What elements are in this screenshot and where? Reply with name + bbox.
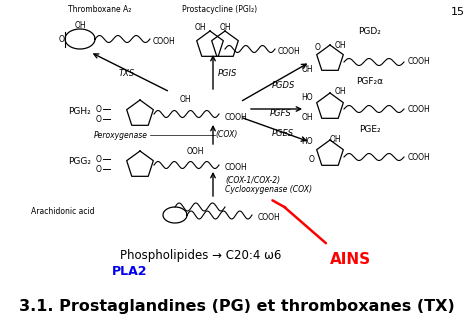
Text: COOH: COOH bbox=[408, 57, 431, 67]
Text: PGES: PGES bbox=[272, 130, 294, 139]
Text: O: O bbox=[96, 114, 102, 124]
Polygon shape bbox=[317, 140, 343, 165]
Text: HO: HO bbox=[301, 93, 313, 101]
Polygon shape bbox=[197, 31, 223, 56]
Polygon shape bbox=[127, 100, 153, 125]
Text: OH: OH bbox=[334, 41, 346, 49]
Text: OH: OH bbox=[179, 94, 191, 103]
Text: PGDS: PGDS bbox=[272, 81, 295, 89]
Polygon shape bbox=[317, 45, 343, 70]
Text: (COX): (COX) bbox=[215, 131, 237, 139]
Polygon shape bbox=[212, 31, 238, 56]
Text: PGG₂: PGG₂ bbox=[68, 158, 91, 166]
Text: Thromboxane A₂: Thromboxane A₂ bbox=[68, 5, 132, 15]
Text: Peroxygenase: Peroxygenase bbox=[94, 131, 148, 139]
Text: OOH: OOH bbox=[186, 147, 204, 157]
Text: PGH₂: PGH₂ bbox=[68, 107, 91, 117]
Text: COOH: COOH bbox=[153, 36, 176, 46]
Text: Prostacycline (PGI₂): Prostacycline (PGI₂) bbox=[182, 5, 257, 15]
Text: OH: OH bbox=[329, 134, 341, 144]
Text: OH: OH bbox=[301, 64, 313, 74]
Text: Cyclooxygenase (COX): Cyclooxygenase (COX) bbox=[225, 184, 312, 193]
Text: PGD₂: PGD₂ bbox=[358, 28, 382, 36]
Text: O: O bbox=[96, 165, 102, 173]
Text: TXS: TXS bbox=[119, 69, 135, 79]
Text: PGIS: PGIS bbox=[218, 69, 237, 79]
Text: COOH: COOH bbox=[408, 152, 431, 161]
Text: OH: OH bbox=[334, 87, 346, 96]
Text: PGFS: PGFS bbox=[270, 108, 292, 118]
Text: COOH: COOH bbox=[278, 47, 301, 55]
Text: (COX-1/COX-2): (COX-1/COX-2) bbox=[225, 176, 280, 184]
Text: AINS: AINS bbox=[330, 252, 371, 267]
Text: OH: OH bbox=[219, 23, 231, 31]
Text: COOH: COOH bbox=[225, 163, 248, 171]
Text: Phospholipides → C20:4 ω6: Phospholipides → C20:4 ω6 bbox=[120, 249, 282, 262]
Text: O: O bbox=[315, 42, 321, 51]
Text: COOH: COOH bbox=[225, 113, 248, 121]
Text: OH: OH bbox=[74, 21, 86, 29]
Text: O: O bbox=[309, 154, 315, 164]
Text: OH: OH bbox=[301, 113, 313, 121]
Text: COOH: COOH bbox=[408, 105, 431, 113]
Text: COOH: COOH bbox=[258, 212, 281, 222]
Text: OH: OH bbox=[194, 23, 206, 31]
Text: 3.1. Prostaglandines (PG) et thromboxanes (TX): 3.1. Prostaglandines (PG) et thromboxane… bbox=[19, 299, 455, 314]
Text: Arachidonic acid: Arachidonic acid bbox=[31, 208, 95, 217]
Text: O: O bbox=[96, 105, 102, 113]
Text: PGE₂: PGE₂ bbox=[359, 125, 381, 133]
Text: 15: 15 bbox=[451, 7, 465, 17]
Text: O: O bbox=[96, 154, 102, 164]
Polygon shape bbox=[127, 151, 153, 176]
Text: PLA2: PLA2 bbox=[112, 265, 148, 278]
Text: PGF₂α: PGF₂α bbox=[356, 77, 383, 87]
Polygon shape bbox=[317, 93, 343, 118]
Text: HO: HO bbox=[301, 138, 313, 146]
Text: O: O bbox=[59, 35, 65, 43]
